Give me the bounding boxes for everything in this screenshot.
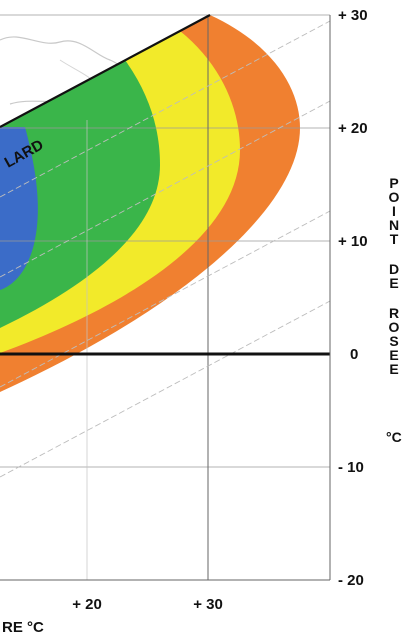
y-tick-label: 0 bbox=[350, 346, 358, 363]
y-axis-title-letter: N bbox=[389, 217, 399, 233]
zone-blue bbox=[0, 127, 38, 290]
diagonal-line bbox=[0, 20, 331, 198]
y-tick-labels: + 30 + 20 + 10 0 - 10 - 20 bbox=[338, 7, 368, 589]
y-axis-title-letter: E bbox=[389, 275, 398, 291]
y-axis-title-letter: I bbox=[392, 203, 396, 219]
x-axis-title: RE °C bbox=[2, 619, 44, 636]
y-axis-title-letter: E bbox=[389, 361, 398, 377]
y-axis-title-letter: T bbox=[390, 231, 399, 247]
y-tick-label: + 30 bbox=[338, 7, 368, 24]
diagonal-line bbox=[0, 210, 331, 388]
y-axis-title-letter: R bbox=[389, 305, 399, 321]
diagonal-line bbox=[0, 300, 331, 478]
saturation-curve bbox=[0, 14, 211, 128]
y-axis-title-letter: D bbox=[389, 261, 399, 277]
y-axis-title-letter: P bbox=[389, 175, 398, 191]
y-axis-title-letter: E bbox=[389, 347, 398, 363]
y-tick-label: + 20 bbox=[338, 120, 368, 137]
diagonal-line bbox=[0, 100, 331, 278]
y-tick-label: - 20 bbox=[338, 572, 364, 589]
y-axis-title-letter: O bbox=[389, 189, 400, 205]
y-axis-title-letter: S bbox=[389, 333, 398, 349]
y-tick-label: - 10 bbox=[338, 459, 364, 476]
diagonal-lines bbox=[0, 20, 331, 478]
x-tick-label: + 30 bbox=[193, 596, 223, 613]
x-tick-labels: + 20 + 30 bbox=[72, 596, 223, 613]
x-tick-label: + 20 bbox=[72, 596, 102, 613]
y-axis-title-letter: O bbox=[389, 319, 400, 335]
y-axis-unit: °C bbox=[386, 429, 402, 445]
y-tick-label: + 10 bbox=[338, 233, 368, 250]
zone-green bbox=[0, 60, 160, 328]
